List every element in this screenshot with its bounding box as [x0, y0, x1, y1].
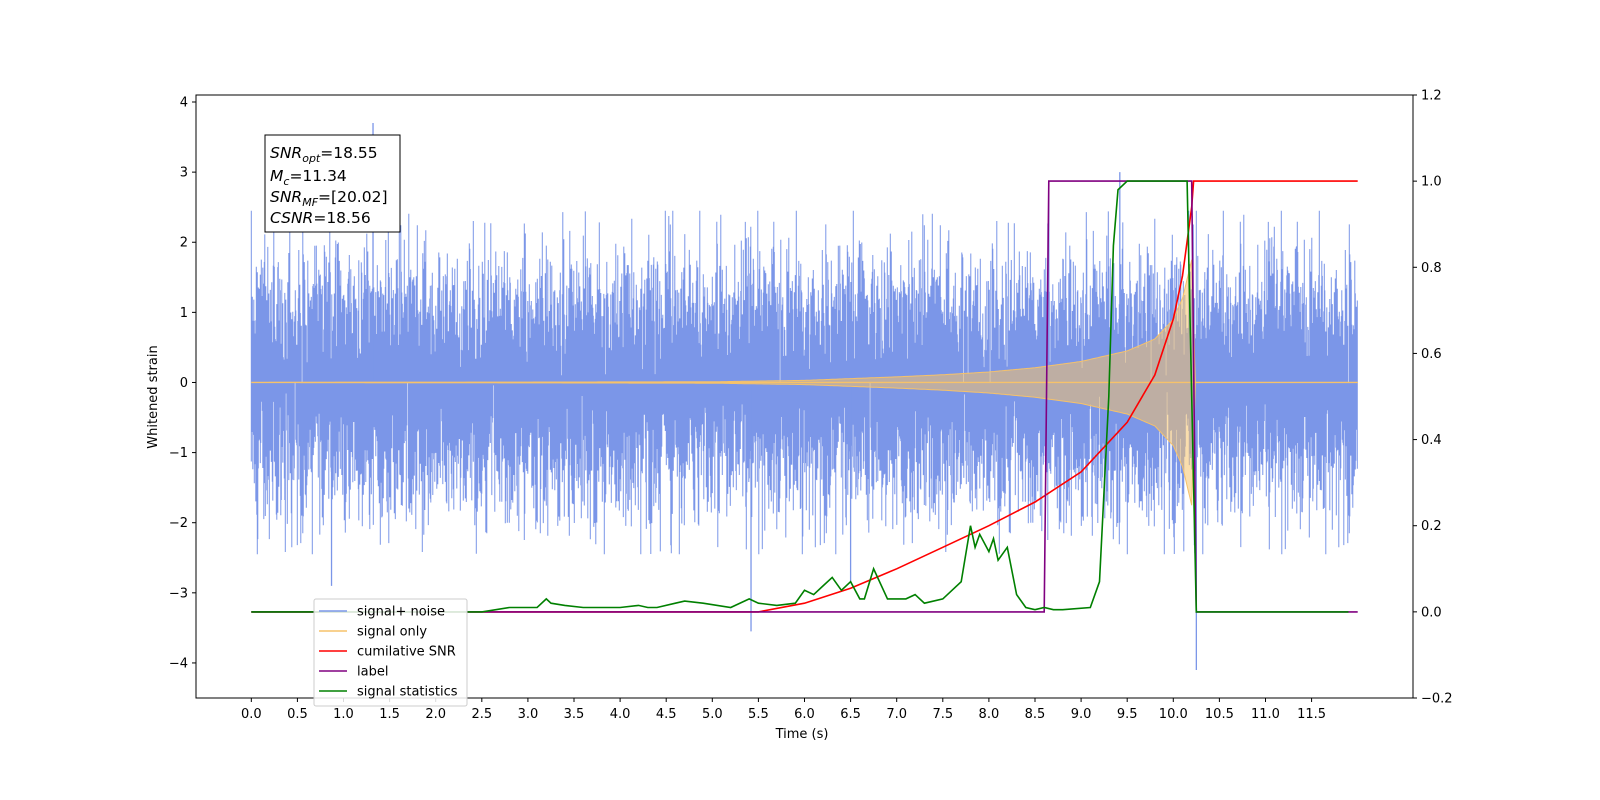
x-tick-label: 4.0 — [610, 707, 631, 722]
legend: signal+ noise signal only cumilative SNR… — [313, 598, 468, 707]
legend-label-signal-only: signal only — [357, 625, 427, 640]
y-tick-label: 2 — [180, 236, 188, 251]
annotation-box: SNRopt=18.55 Mc=11.34 SNRMF=[20.02] CSNR… — [264, 134, 401, 233]
y2-tick-label: 1.2 — [1421, 89, 1442, 104]
x-tick-label: 2.0 — [425, 707, 446, 722]
annotation-snr-opt: SNRopt=18.55 — [270, 144, 378, 165]
annotation-mc: Mc=11.34 — [270, 167, 347, 188]
y-tick-label: 3 — [180, 166, 188, 181]
x-tick-label: 5.5 — [748, 707, 769, 722]
series-signal-statistics-line — [251, 180, 1349, 613]
x-tick-label: 3.5 — [564, 707, 585, 722]
x-tick-label: 7.5 — [932, 707, 953, 722]
y-axis-label: Whitened strain — [146, 345, 161, 448]
x-tick-label: 10.5 — [1205, 707, 1234, 722]
x-tick-label: 4.5 — [656, 707, 677, 722]
x-tick-label: 0.0 — [241, 707, 262, 722]
legend-label-cumulative-snr: cumilative SNR — [357, 645, 456, 660]
series-signal-only — [251, 259, 1358, 506]
y-axis-right-ticks: −0.2 0.0 0.2 0.4 0.6 0.8 1.0 1.2 — [1413, 89, 1453, 707]
x-tick-label: 2.5 — [471, 707, 492, 722]
y-tick-label: −1 — [169, 446, 188, 461]
x-tick-label: 11.0 — [1251, 707, 1280, 722]
x-tick-label: 6.0 — [794, 707, 815, 722]
y-tick-label: −4 — [169, 656, 188, 671]
y2-tick-label: 0.8 — [1421, 261, 1442, 276]
annotation-snr-mf: SNRMF=[20.02] — [270, 188, 388, 209]
x-tick-label: 7.0 — [886, 707, 907, 722]
legend-label-signal-noise: signal+ noise — [357, 605, 445, 620]
x-axis-ticks: 0.0 0.5 1.0 1.5 2.0 2.5 3.0 3.5 4.0 4.5 5.0 5.5 6.0 6… — [241, 698, 1326, 722]
y-tick-label: −3 — [169, 586, 188, 601]
x-tick-label: 9.5 — [1117, 707, 1138, 722]
y2-tick-label: 0.4 — [1421, 433, 1442, 448]
y-tick-label: 4 — [180, 96, 188, 111]
axes-frame — [195, 94, 1414, 699]
y-tick-label: 1 — [180, 306, 188, 321]
plot-area — [250, 123, 1358, 670]
y2-tick-label: 0.0 — [1421, 605, 1442, 620]
y-axis-left-ticks: −4 −3 −2 −1 0 1 2 3 4 — [169, 96, 196, 671]
x-tick-label: 9.0 — [1071, 707, 1092, 722]
x-axis-label: Time (s) — [775, 727, 829, 742]
x-tick-label: 11.5 — [1297, 707, 1326, 722]
legend-label-signal-statistics: signal statistics — [357, 685, 458, 700]
x-tick-label: 6.5 — [840, 707, 861, 722]
series-cumulative-snr-line — [251, 180, 1358, 613]
y2-tick-label: 0.6 — [1421, 347, 1442, 362]
x-tick-label: 0.5 — [287, 707, 308, 722]
x-tick-label: 5.0 — [702, 707, 723, 722]
x-tick-label: 8.0 — [979, 707, 1000, 722]
x-tick-label: 10.0 — [1159, 707, 1188, 722]
y-tick-label: −2 — [169, 516, 188, 531]
x-tick-label: 3.0 — [518, 707, 539, 722]
y2-tick-label: 0.2 — [1421, 519, 1442, 534]
x-tick-label: 1.0 — [333, 707, 354, 722]
legend-label-label: label — [357, 665, 388, 680]
annotation-csnr: CSNR=18.56 — [270, 209, 371, 227]
y2-tick-label: 1.0 — [1421, 175, 1442, 190]
y2-tick-label: −0.2 — [1421, 692, 1453, 707]
y-tick-label: 0 — [180, 376, 188, 391]
x-tick-label: 1.5 — [379, 707, 400, 722]
x-tick-label: 8.5 — [1025, 707, 1046, 722]
